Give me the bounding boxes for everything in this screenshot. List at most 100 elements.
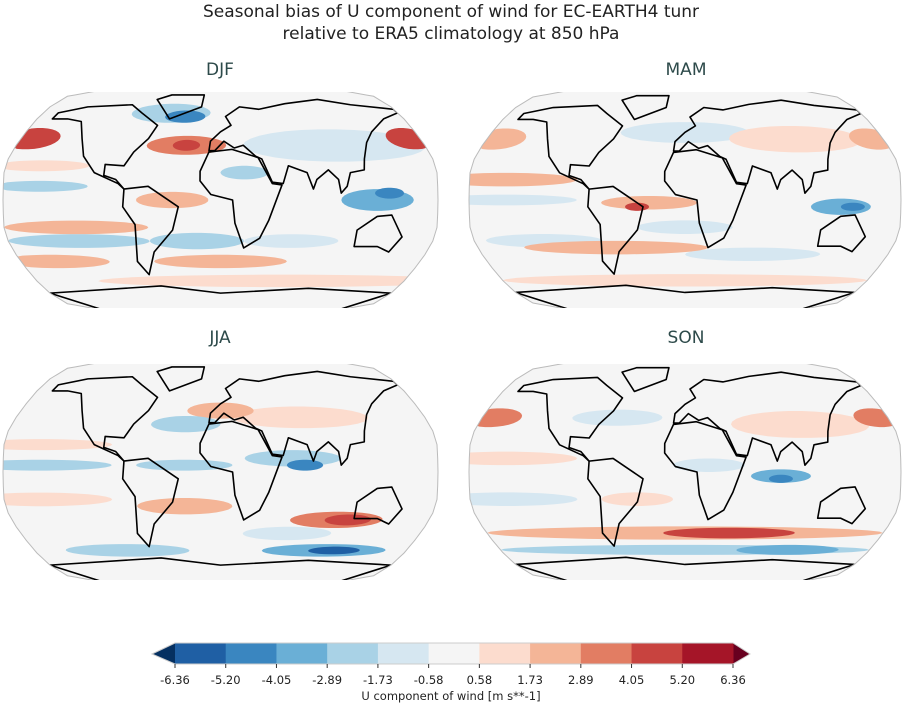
coastline-africa (199, 148, 283, 249)
bias-patch (3, 439, 113, 451)
coastline-greenland (156, 94, 206, 120)
map-border (2, 92, 439, 308)
bias-patch (5, 160, 90, 172)
bias-patch (3, 180, 88, 192)
bias-patch (810, 198, 871, 215)
map-mam (468, 92, 902, 308)
coastline-north-america (517, 376, 624, 462)
coastline-eurasia (672, 99, 862, 195)
bias-patch (685, 247, 821, 262)
bias-patch (477, 408, 523, 428)
bias-patch (469, 172, 578, 187)
bias-patch (385, 127, 427, 150)
coastline-south-america (587, 185, 644, 275)
bias-patch (469, 451, 578, 466)
coastline-greenland (156, 366, 206, 392)
colorbar-tick-label: -6.36 (160, 673, 190, 687)
bias-patch (151, 415, 221, 433)
panel-title-mam: MAM (665, 60, 707, 80)
coastline-australia (353, 214, 403, 253)
map-djf (2, 92, 439, 308)
map-jja (2, 364, 439, 580)
coastline-greenland (621, 94, 670, 121)
panel-title-son: SON (667, 328, 705, 348)
bias-patch (601, 492, 674, 506)
coastline-africa (663, 420, 747, 521)
bias-patch (8, 234, 150, 248)
colorbar-bin (175, 643, 227, 664)
coastline-australia (816, 486, 867, 525)
bias-patch (663, 527, 795, 539)
bias-patch (849, 128, 890, 150)
colorbar-tick-label: -0.58 (413, 673, 444, 687)
bias-patch (375, 187, 405, 199)
bias-patch (17, 254, 110, 269)
coastline-antarctica (49, 557, 392, 580)
bias-patch (572, 409, 663, 426)
bias-patch (98, 274, 409, 288)
coastline-greenland (621, 366, 670, 393)
colorbar-tick-label: 4.05 (618, 673, 645, 687)
bias-patch (469, 492, 578, 506)
coastline-eurasia (208, 370, 399, 466)
bias-patch (469, 194, 577, 206)
colorbar-tick-label: -1.73 (363, 673, 393, 687)
bias-patch (135, 191, 209, 209)
map-son (468, 364, 902, 580)
bias-patch (480, 128, 527, 150)
bias-patch (637, 220, 733, 234)
panel-title-jja: JJA (209, 328, 231, 348)
bias-patch (524, 240, 708, 255)
bias-patch (625, 202, 650, 211)
colorbar-bin (225, 643, 277, 664)
colorbar-bin (327, 643, 379, 664)
bias-patch (730, 411, 869, 438)
coastline-north-america (51, 375, 159, 462)
coastline-north-america (517, 104, 624, 190)
colorbar-tick-label: 0.58 (466, 673, 493, 687)
colorbar-bin (631, 643, 683, 664)
bias-patch (4, 220, 149, 235)
coastline-africa (199, 420, 283, 521)
bias-patch (728, 125, 862, 153)
colorbar-tick-label: 1.73 (517, 673, 543, 687)
coastline-south-america (121, 185, 180, 276)
bias-patch (187, 402, 254, 419)
coastline-south-america (121, 457, 180, 548)
colorbar-bin (276, 643, 328, 664)
coastline-eurasia (208, 98, 399, 194)
figure-title-line2: relative to ERA5 climatology at 850 hPa (282, 24, 620, 44)
colorbar-tick-label: 5.20 (669, 673, 696, 687)
bias-patch (3, 459, 112, 471)
bias-patch (244, 234, 339, 248)
figure-title-line1: Seasonal bias of U component of wind for… (202, 2, 700, 22)
bias-patch (601, 195, 697, 210)
bias-patch (231, 406, 369, 429)
coastline-eurasia (672, 371, 862, 467)
bias-patch (853, 408, 893, 428)
bias-patch (242, 526, 332, 541)
coastline-north-america (51, 103, 159, 190)
colorbar-tick-label: -5.20 (210, 673, 241, 687)
colorbar-label: U component of wind [m s**-1] (361, 689, 541, 703)
bias-patch (308, 546, 360, 555)
colorbar-bin (428, 643, 480, 664)
coastline-australia (353, 486, 403, 525)
panel-title-djf: DJF (206, 60, 234, 80)
colorbar-bin (682, 643, 734, 664)
colorbar-bin (377, 643, 430, 664)
colorbar (150, 642, 751, 668)
bias-patch (324, 514, 371, 526)
colorbar-bin (479, 643, 531, 664)
bias-patch (137, 498, 233, 515)
bias-patch (286, 459, 324, 471)
bias-patch (673, 458, 745, 472)
colorbar-tick-label: -2.89 (312, 673, 343, 687)
bias-patch (3, 492, 113, 507)
bias-patch (736, 544, 839, 555)
coastline-africa (663, 148, 747, 249)
coastline-australia (816, 214, 867, 253)
coastline-antarctica (514, 284, 856, 308)
bias-patch (220, 165, 269, 180)
